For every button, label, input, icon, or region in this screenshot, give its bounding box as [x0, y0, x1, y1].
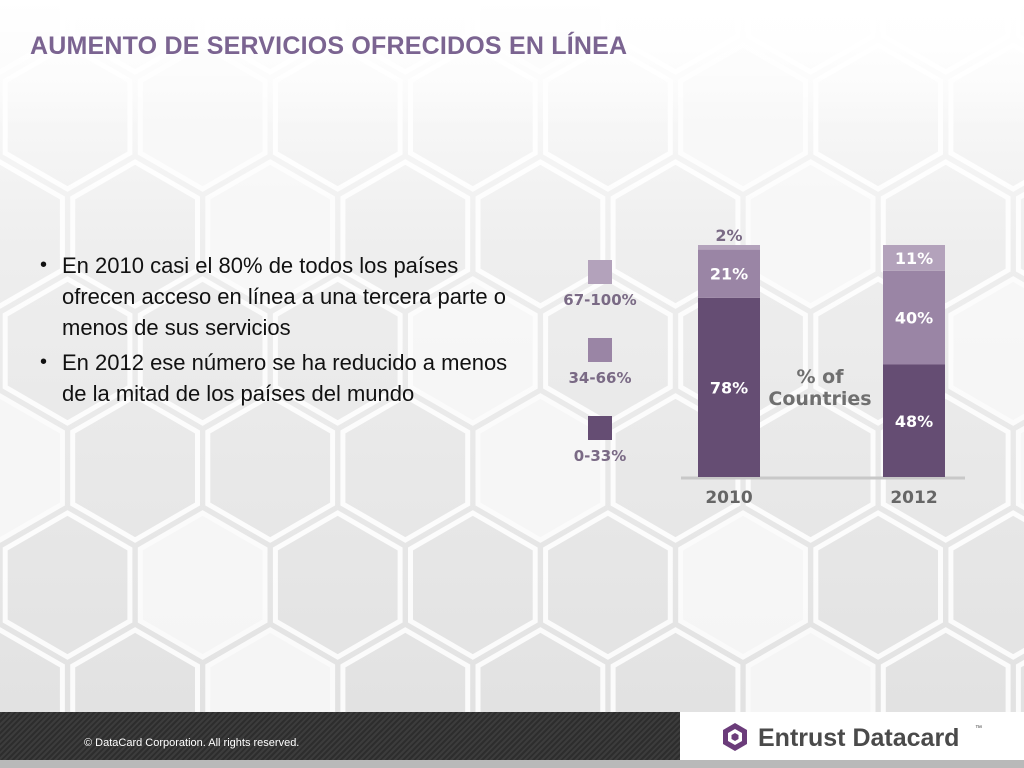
background-hexagon — [1015, 191, 1024, 277]
legend-label: 67-100% — [563, 291, 636, 309]
background-hexagon — [70, 627, 200, 712]
background-hexagon — [2, 510, 133, 660]
background-hexagon — [543, 510, 673, 660]
data-label: 78% — [710, 378, 748, 397]
data-label: 11% — [895, 249, 933, 268]
bar-segment-34-66%-2012 — [883, 270, 945, 365]
logo-text: Entrust Datacard — [758, 724, 960, 752]
background-hexagon — [137, 510, 268, 660]
slide-title: AUMENTO DE SERVICIOS OFRECIDOS EN LÍNEA — [30, 32, 628, 60]
background-hexagon — [475, 627, 606, 712]
bullet-item: En 2010 casi el 80% de todos los países … — [40, 250, 510, 343]
background-hexagon — [880, 627, 1011, 712]
background-hexagon — [340, 627, 471, 712]
background-hexagon — [880, 393, 1011, 543]
bar-segment-67-100%-2010 — [698, 245, 760, 250]
background-hexagon — [610, 627, 741, 712]
bar-segment-0-33%-2012 — [883, 364, 945, 477]
logo: Entrust Datacard ™ — [680, 712, 1024, 760]
legend-label: 34-66% — [568, 369, 631, 387]
legend-swatch — [588, 338, 612, 362]
stacked-bar-chart: 78% 21% 2% 2010 48% 40% 11% 2012 67-100% 34-66% 0-… — [563, 226, 965, 508]
copyright-text: © DataCard Corporation. All rights reser… — [84, 737, 300, 749]
background-hexagon — [948, 510, 1024, 660]
background-hexagon — [1015, 425, 1024, 511]
bar-segment-34-66%-2010 — [698, 249, 760, 298]
data-label: 40% — [895, 309, 933, 328]
background-hexagon — [0, 393, 65, 543]
data-label: 2% — [715, 226, 742, 245]
background-hexagon — [205, 627, 336, 712]
x-tick-label: 2012 — [890, 488, 937, 508]
legend-label: 0-33% — [574, 447, 627, 465]
background-hexagon — [948, 276, 1024, 426]
background-hexagon — [272, 510, 403, 660]
logo-trademark: ™ — [975, 725, 982, 732]
background-hexagon — [475, 393, 606, 543]
bottom-strip — [0, 760, 1024, 768]
data-label: 21% — [710, 265, 748, 284]
bar-segment-0-33%-2010 — [698, 297, 760, 477]
background-hexagon — [813, 510, 943, 660]
bullet-list: En 2010 casi el 80% de todos los países … — [40, 250, 510, 413]
bar-segment-67-100%-2012 — [883, 245, 945, 271]
background-hexagon — [678, 510, 808, 660]
background-hexagon — [745, 393, 876, 543]
background-hexagon — [745, 627, 876, 712]
bullet-item: En 2012 ese número se ha reducido a meno… — [40, 347, 510, 409]
legend-swatch — [588, 260, 612, 284]
data-label: 48% — [895, 412, 933, 431]
x-tick-label: 2010 — [705, 488, 752, 508]
legend-swatch — [588, 416, 612, 440]
background-hexagon — [408, 510, 538, 660]
footer-bar — [0, 712, 680, 760]
background-hexagon — [610, 393, 741, 543]
hexagon-logo-icon — [723, 723, 747, 751]
legend-title: % of Countries — [768, 366, 871, 410]
